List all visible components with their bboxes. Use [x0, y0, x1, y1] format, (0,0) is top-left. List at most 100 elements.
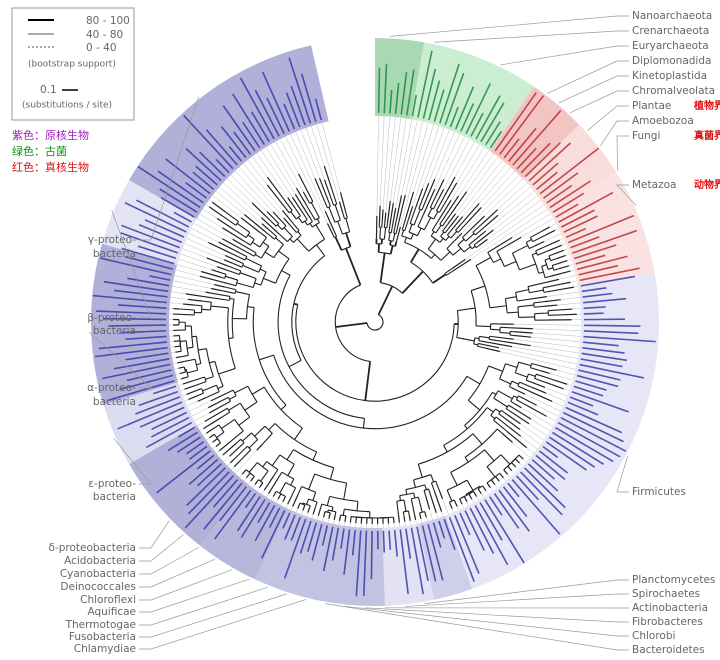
leaf-connector: [550, 224, 556, 227]
leaf-connector: [442, 512, 444, 517]
branch: [239, 417, 250, 425]
branch: [518, 396, 524, 399]
branch: [263, 433, 273, 444]
branch: [449, 196, 458, 210]
leaf-connector: [174, 275, 214, 284]
branch: [435, 180, 443, 197]
branch: [458, 239, 464, 245]
branch: [203, 417, 221, 428]
branch: [558, 282, 571, 285]
branch: [534, 302, 545, 303]
branch: [516, 290, 529, 293]
leaf-connector: [405, 522, 406, 526]
branch: [476, 245, 479, 247]
branch: [409, 515, 410, 521]
branch: [209, 361, 215, 362]
leaf-connector: [306, 128, 324, 180]
branch: [395, 242, 396, 246]
branch: [405, 237, 407, 242]
leader-line: [345, 606, 629, 636]
branch: [404, 500, 406, 511]
branch: [237, 283, 253, 288]
branch: [273, 491, 276, 496]
branch: [179, 314, 194, 315]
leaf-connector: [311, 126, 324, 166]
branch: [324, 166, 331, 188]
branch: [512, 245, 527, 253]
branch: [516, 390, 525, 394]
branch: [219, 408, 227, 413]
branch: [240, 273, 256, 279]
branch: [494, 398, 508, 407]
left-clade-label: δ-proteobacteria: [48, 542, 136, 554]
branch: [456, 219, 466, 231]
leaf-connector: [170, 303, 183, 304]
branch: [196, 393, 203, 396]
left-clade-label: Cyanobacteria: [60, 568, 136, 580]
branch: [262, 224, 268, 229]
branch: [307, 499, 309, 504]
branch: [488, 248, 495, 252]
branch: [378, 286, 392, 315]
branch: [223, 443, 236, 455]
branch: [233, 239, 242, 244]
leaf-connector: [197, 219, 233, 240]
branch: [230, 298, 234, 299]
leaf-connector: [564, 389, 570, 391]
branch: [487, 408, 493, 413]
branch: [431, 232, 434, 236]
leaf-connector: [172, 358, 176, 359]
branch: [298, 232, 301, 236]
branch: [278, 472, 282, 478]
leaf-connector: [317, 516, 318, 520]
leaf-connector: [276, 499, 278, 503]
branch: [223, 397, 229, 400]
branch: [439, 489, 443, 498]
branch: [556, 255, 565, 258]
leader-line: [139, 570, 232, 600]
branch: [504, 261, 516, 266]
branch: [409, 224, 412, 232]
branch: [504, 342, 531, 346]
branch: [393, 517, 394, 523]
leaf-connector: [457, 507, 459, 511]
branch: [255, 255, 261, 259]
branch: [400, 496, 401, 501]
branch: [213, 439, 218, 443]
branch: [357, 501, 358, 511]
leaf-label: [383, 531, 384, 553]
leaf-connector: [172, 286, 205, 292]
branch: [403, 512, 404, 516]
right-clade-label: Metazoa: [632, 179, 676, 191]
branch: [460, 499, 463, 504]
branch: [222, 239, 240, 249]
right-clade-label: Fungi: [632, 130, 660, 142]
branch: [524, 399, 536, 405]
branch: [474, 344, 478, 345]
leaf-connector: [436, 513, 438, 518]
branch: [211, 306, 229, 308]
right-clade-label: Firmicutes: [632, 486, 686, 498]
branch: [491, 480, 495, 485]
branch: [235, 386, 248, 393]
branch: [240, 450, 251, 462]
branch: [447, 490, 452, 501]
branch: [243, 265, 259, 272]
branch: [387, 201, 390, 223]
leaf-connector: [490, 488, 492, 491]
branch: [205, 392, 219, 398]
branch: [263, 278, 275, 283]
branch: [274, 470, 278, 476]
branch: [542, 366, 557, 370]
branch: [246, 258, 262, 266]
branch: [283, 496, 286, 501]
branch: [260, 269, 266, 272]
branch: [346, 211, 348, 218]
leader-line: [570, 91, 629, 113]
leaf-connector: [462, 175, 519, 233]
branch: [206, 292, 214, 293]
right-clade-label: Plantae: [632, 100, 671, 112]
color-annotation: 红色：真核生物: [12, 160, 89, 174]
branch: [255, 283, 261, 285]
branch: [439, 199, 447, 212]
